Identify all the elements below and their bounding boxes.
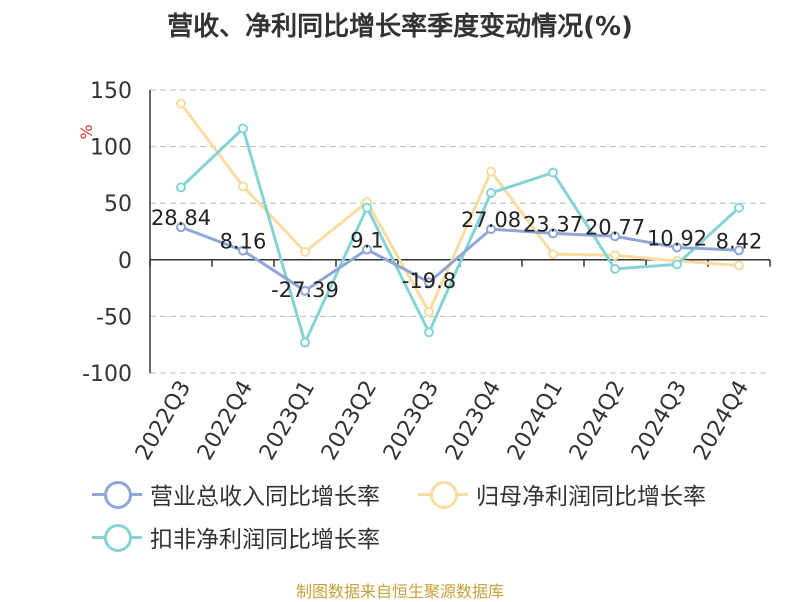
data-label: -19.8 — [402, 269, 456, 293]
legend-label: 营业总收入同比增长率 — [150, 484, 380, 510]
data-labels: 28.84 8.16-27.39 9.1 -19.8 27.08 23.37 20.77 10… — [151, 206, 762, 302]
data-point[interactable] — [176, 222, 186, 233]
data-point[interactable] — [300, 246, 310, 257]
data-point[interactable] — [238, 245, 248, 256]
data-point[interactable] — [672, 242, 682, 253]
x-tick-label: 2024Q4 — [689, 377, 754, 465]
data-point[interactable] — [424, 306, 434, 317]
y-tick-label: 100 — [90, 136, 132, 161]
data-point[interactable] — [486, 188, 496, 199]
legend-item-net-profit[interactable]: 归母净利润同比增长率 — [418, 477, 706, 511]
x-tick-label: 2022Q4 — [193, 377, 258, 465]
x-tick-label: 2022Q3 — [131, 377, 196, 465]
data-label: -27.39 — [271, 278, 339, 302]
y-axis-label: % — [77, 124, 96, 139]
data-point[interactable] — [176, 182, 186, 193]
data-point[interactable] — [424, 277, 434, 288]
y-tick-label: 0 — [118, 249, 132, 274]
chart-title: 营收、净利同比增长率季度变动情况(%) — [167, 12, 633, 42]
data-label: 8.42 — [716, 229, 763, 253]
series-line — [179, 125, 741, 347]
x-tick-label: 2023Q4 — [441, 377, 506, 465]
data-point[interactable] — [176, 98, 186, 109]
x-tick-label: 2023Q3 — [379, 377, 444, 465]
data-point[interactable] — [672, 259, 682, 270]
data-point[interactable] — [300, 285, 310, 296]
source-note: 制图数据来自恒生聚源数据库 — [295, 582, 504, 601]
series-line — [179, 102, 740, 316]
series-lines — [176, 98, 744, 348]
legend-item-deducted-net-profit[interactable]: 扣非净利润同比增长率 — [92, 520, 380, 554]
legend-swatch — [418, 479, 468, 509]
data-point[interactable] — [486, 224, 496, 235]
data-point[interactable] — [548, 167, 558, 178]
data-label: 23.37 — [523, 212, 583, 236]
legend-swatch — [92, 479, 142, 509]
legend-label: 归母净利润同比增长率 — [476, 484, 706, 510]
y-tick-label: -50 — [96, 305, 132, 330]
legend-label: 扣非净利润同比增长率 — [150, 527, 380, 553]
data-point[interactable] — [486, 166, 496, 177]
data-label: 10.92 — [647, 226, 707, 250]
gridlines — [150, 89, 770, 374]
x-tick-label: 2024Q3 — [627, 377, 692, 465]
data-point[interactable] — [610, 231, 620, 242]
data-label: 8.16 — [220, 230, 267, 254]
y-tick-label: -100 — [82, 362, 132, 387]
x-tick-label: 2023Q1 — [255, 377, 320, 465]
data-point[interactable] — [610, 250, 620, 261]
data-point[interactable] — [362, 202, 372, 213]
y-tick-label: 50 — [104, 192, 132, 217]
legend-item-revenue[interactable]: 营业总收入同比增长率 — [92, 477, 380, 511]
data-point[interactable] — [548, 228, 558, 239]
series-line — [180, 225, 740, 293]
data-label: 9.1 — [350, 228, 383, 252]
data-point[interactable] — [734, 202, 744, 213]
data-point[interactable] — [424, 327, 434, 338]
data-point[interactable] — [610, 263, 620, 274]
x-tick-label: 2024Q2 — [565, 377, 630, 465]
data-label: 27.08 — [461, 208, 521, 232]
data-point[interactable] — [734, 260, 744, 271]
data-point[interactable] — [548, 249, 558, 260]
data-label: 20.77 — [585, 215, 645, 239]
x-tick-label: 2024Q1 — [503, 377, 568, 465]
data-point[interactable] — [238, 123, 248, 134]
data-point[interactable] — [238, 181, 248, 192]
y-tick-label: 150 — [90, 79, 132, 104]
data-label: 28.84 — [151, 206, 211, 230]
data-point[interactable] — [362, 244, 372, 255]
data-point[interactable] — [300, 337, 310, 348]
data-point[interactable] — [734, 245, 744, 256]
legend-swatch — [92, 522, 142, 552]
x-tick-label: 2023Q2 — [317, 377, 382, 465]
